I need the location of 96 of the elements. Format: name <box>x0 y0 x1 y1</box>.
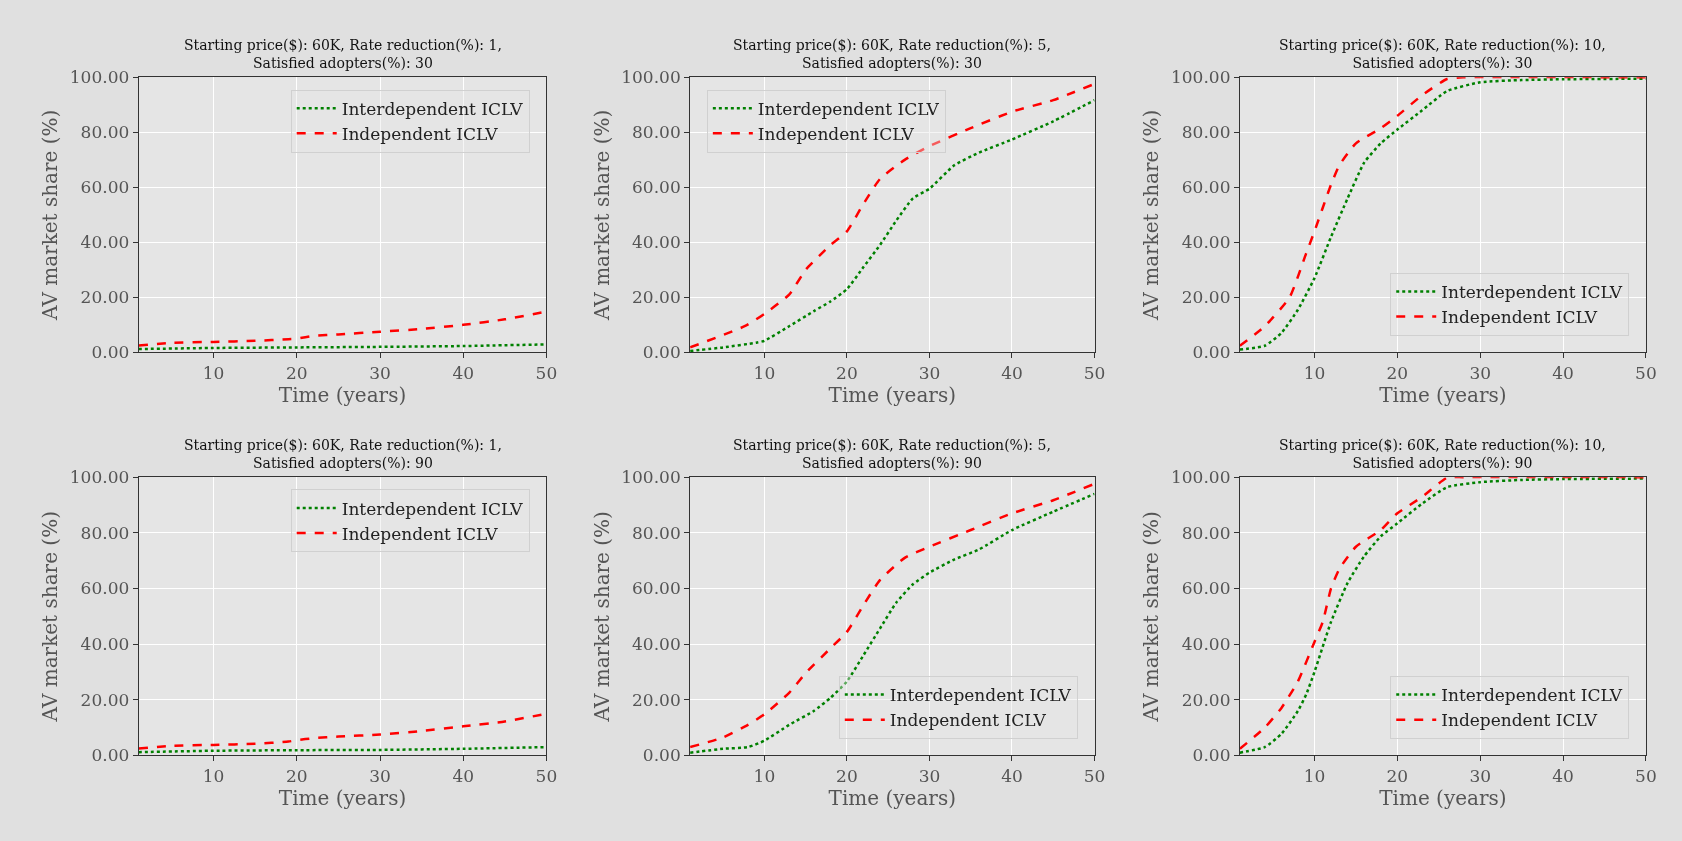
x-tick-label: 40 <box>452 765 475 786</box>
x-tick-label: 50 <box>535 765 558 786</box>
x-axis-title: Time (years) <box>278 785 407 810</box>
y-tick-label: 80.00 <box>632 522 681 543</box>
x-axis-title: Time (years) <box>1379 785 1507 810</box>
y-tick-label: 0.00 <box>642 745 681 766</box>
y-tick-label: 60.00 <box>80 578 130 599</box>
y-tick-label: 0.00 <box>642 342 681 363</box>
y-tick-label: 60.00 <box>1181 177 1231 198</box>
legend-label: Interdependent ICLV <box>889 685 1072 706</box>
y-tick-label: 60.00 <box>80 177 130 198</box>
y-tick-label: 40.00 <box>80 232 130 253</box>
legend-label: Independent ICLV <box>341 523 499 544</box>
y-tick-label: 0.00 <box>91 342 130 363</box>
x-tick-label: 10 <box>1303 765 1326 786</box>
y-tick-label: 80.00 <box>1181 122 1231 143</box>
x-tick-label: 10 <box>753 362 776 383</box>
x-tick-label: 30 <box>918 765 941 786</box>
x-axis-title: Time (years) <box>278 382 407 407</box>
x-tick-label: 20 <box>1386 362 1409 383</box>
x-tick-label: 30 <box>1469 765 1492 786</box>
x-tick-label: 20 <box>285 765 308 786</box>
x-tick-label: 30 <box>369 362 391 383</box>
legend-label: Interdependent ICLV <box>341 98 524 119</box>
legend-label: Interdependent ICLV <box>757 98 940 119</box>
x-tick-label: 50 <box>535 362 558 383</box>
x-tick-label: 10 <box>753 765 776 786</box>
y-tick-label: 100.00 <box>1171 67 1231 88</box>
x-tick-label: 40 <box>1001 362 1023 383</box>
x-tick-label: 30 <box>1469 362 1492 383</box>
y-tick-label: 60.00 <box>1181 578 1231 599</box>
y-tick-label: 20.00 <box>80 689 130 710</box>
y-tick-label: 0.00 <box>1192 342 1231 363</box>
chart-title: Starting price($): 60K, Rate reduction(%): 1, Satisfied adopters(%): 30 <box>184 37 502 72</box>
chart-title: Starting price($): 60K, Rate reduction(%): 10, Satisfied adopters(%): 30 <box>1279 37 1606 72</box>
y-tick-label: 100.00 <box>621 67 681 88</box>
y-axis-title: AV market share (%) <box>38 109 63 322</box>
y-tick-label: 80.00 <box>1181 522 1231 543</box>
y-tick-label: 80.00 <box>80 522 130 543</box>
x-tick-label: 30 <box>918 362 941 383</box>
x-tick-label: 20 <box>836 362 858 383</box>
y-tick-label: 20.00 <box>632 287 681 308</box>
y-tick-label: 20.00 <box>80 287 130 308</box>
y-tick-label: 40.00 <box>80 634 130 655</box>
y-tick-label: 0.00 <box>91 745 130 766</box>
x-tick-label: 50 <box>1635 362 1657 383</box>
legend-label: Interdependent ICLV <box>1441 282 1623 303</box>
y-tick-label: 40.00 <box>632 634 681 655</box>
legend-label: Independent ICLV <box>341 123 499 144</box>
x-tick-label: 50 <box>1083 362 1106 383</box>
x-tick-label: 20 <box>1386 765 1409 786</box>
x-tick-label: 20 <box>836 765 858 786</box>
y-tick-label: 40.00 <box>1181 634 1231 655</box>
y-tick-label: 60.00 <box>632 578 681 599</box>
y-axis-title: AV market share (%) <box>38 511 63 723</box>
x-tick-label: 50 <box>1635 765 1657 786</box>
y-axis-title: AV market share (%) <box>1139 511 1164 723</box>
x-tick-label: 40 <box>1001 765 1023 786</box>
y-tick-label: 100.00 <box>1171 467 1231 488</box>
x-tick-label: 30 <box>369 765 391 786</box>
legend-label: Independent ICLV <box>1441 307 1598 328</box>
legend-label: Interdependent ICLV <box>1441 685 1623 706</box>
legend-label: Interdependent ICLV <box>341 498 524 519</box>
legend-label: Independent ICLV <box>889 710 1047 731</box>
x-tick-label: 20 <box>285 362 308 383</box>
y-tick-label: 20.00 <box>1181 689 1231 710</box>
x-tick-label: 10 <box>202 765 225 786</box>
x-axis-title: Time (years) <box>828 785 957 810</box>
x-tick-label: 10 <box>1303 362 1326 383</box>
y-axis-title: AV market share (%) <box>589 109 614 322</box>
y-tick-label: 20.00 <box>1181 287 1231 308</box>
x-tick-label: 50 <box>1083 765 1106 786</box>
y-tick-label: 40.00 <box>1181 232 1231 253</box>
y-tick-label: 40.00 <box>632 232 681 253</box>
y-tick-label: 80.00 <box>632 122 681 143</box>
x-axis-title: Time (years) <box>828 382 957 407</box>
chart-title: Starting price($): 60K, Rate reduction(%): 5, Satisfied adopters(%): 30 <box>733 37 1051 72</box>
chart-title: Starting price($): 60K, Rate reduction(%): 5, Satisfied adopters(%): 90 <box>733 437 1051 472</box>
y-tick-label: 80.00 <box>80 122 130 143</box>
y-axis-title: AV market share (%) <box>589 511 614 723</box>
y-tick-label: 100.00 <box>69 467 130 488</box>
x-tick-label: 40 <box>452 362 475 383</box>
chart-title: Starting price($): 60K, Rate reduction(%): 10, Satisfied adopters(%): 90 <box>1279 437 1606 472</box>
y-tick-label: 0.00 <box>1192 745 1231 766</box>
x-axis-title: Time (years) <box>1379 382 1507 407</box>
y-axis-title: AV market share (%) <box>1139 109 1164 322</box>
y-tick-label: 100.00 <box>69 67 130 88</box>
legend-label: Independent ICLV <box>757 123 915 144</box>
chart-title: Starting price($): 60K, Rate reduction(%): 1, Satisfied adopters(%): 90 <box>184 437 502 472</box>
x-tick-label: 10 <box>202 362 225 383</box>
x-tick-label: 40 <box>1552 765 1574 786</box>
x-tick-label: 40 <box>1552 362 1574 383</box>
y-tick-label: 100.00 <box>621 467 681 488</box>
y-tick-label: 60.00 <box>632 177 681 198</box>
legend-label: Independent ICLV <box>1441 710 1598 731</box>
y-tick-label: 20.00 <box>632 689 681 710</box>
